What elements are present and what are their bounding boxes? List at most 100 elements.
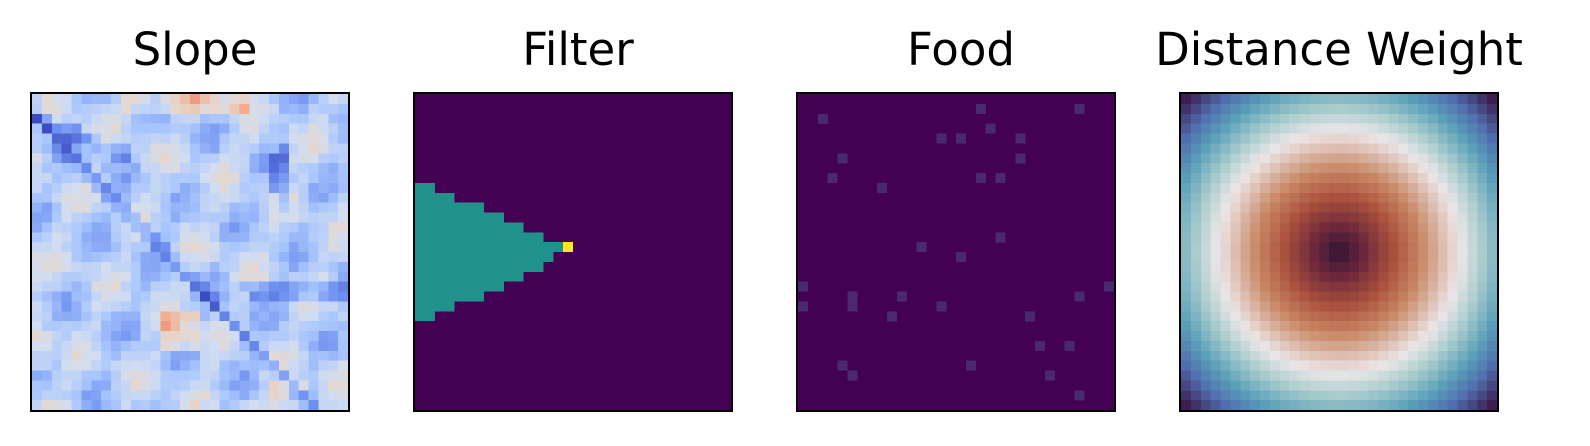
filter-cell bbox=[543, 252, 554, 263]
food-cell bbox=[1084, 340, 1095, 351]
distance-weight-cell bbox=[1279, 94, 1290, 105]
filter-cell bbox=[523, 212, 534, 223]
slope-cell bbox=[71, 400, 82, 410]
slope-cell bbox=[160, 370, 171, 381]
distance-weight-cell bbox=[1190, 163, 1201, 174]
slope-cell bbox=[328, 370, 339, 381]
slope-cell bbox=[269, 360, 280, 371]
distance-weight-cell bbox=[1358, 103, 1369, 114]
filter-cell bbox=[533, 301, 544, 312]
slope-cell bbox=[41, 380, 52, 391]
filter-cell bbox=[434, 242, 445, 253]
distance-weight-cell bbox=[1427, 360, 1438, 371]
food-cell bbox=[946, 271, 957, 282]
distance-weight-cell bbox=[1358, 133, 1369, 144]
filter-cell bbox=[434, 281, 445, 292]
filter-cell bbox=[533, 192, 544, 203]
distance-weight-cell bbox=[1250, 133, 1261, 144]
distance-weight-cell bbox=[1437, 301, 1448, 312]
slope-cell bbox=[71, 311, 82, 322]
slope-cell bbox=[308, 103, 319, 114]
slope-cell bbox=[308, 380, 319, 391]
filter-cell bbox=[691, 380, 702, 391]
distance-weight-cell bbox=[1200, 370, 1211, 381]
filter-cell bbox=[573, 390, 584, 401]
distance-weight-cell bbox=[1230, 271, 1241, 282]
slope-cell bbox=[32, 222, 43, 233]
slope-cell bbox=[61, 212, 72, 223]
slope-cell bbox=[41, 123, 52, 134]
filter-cell bbox=[602, 173, 613, 184]
slope-cell bbox=[51, 153, 62, 164]
slope-cell bbox=[61, 380, 72, 391]
food-cell bbox=[847, 192, 858, 203]
slope-cell bbox=[51, 261, 62, 272]
distance-weight-cell bbox=[1200, 390, 1211, 401]
slope-cell bbox=[51, 133, 62, 144]
food-cell bbox=[936, 281, 947, 292]
food-cell bbox=[1054, 133, 1065, 144]
slope-cell bbox=[199, 94, 210, 105]
slope-cell bbox=[338, 133, 348, 144]
food-cell bbox=[807, 301, 818, 312]
slope-cell bbox=[61, 123, 72, 134]
food-cell bbox=[1044, 350, 1055, 361]
food-cell bbox=[867, 252, 878, 263]
food-cell bbox=[1035, 252, 1046, 263]
food-cell bbox=[877, 311, 888, 322]
slope-cell bbox=[41, 173, 52, 184]
filter-cell bbox=[424, 331, 435, 342]
slope-cell bbox=[180, 232, 191, 243]
food-cell bbox=[1064, 400, 1075, 410]
slope-cell bbox=[140, 350, 151, 361]
distance-weight-cell bbox=[1210, 123, 1221, 134]
food-cell bbox=[1064, 281, 1075, 292]
distance-weight-cell bbox=[1309, 370, 1320, 381]
distance-weight-cell bbox=[1240, 252, 1251, 263]
distance-weight-cell bbox=[1190, 301, 1201, 312]
food-cell bbox=[1104, 370, 1114, 381]
distance-weight-cell bbox=[1477, 163, 1488, 174]
distance-weight-cell bbox=[1437, 331, 1448, 342]
slope-cell bbox=[41, 370, 52, 381]
slope-cell bbox=[111, 370, 122, 381]
filter-cell bbox=[582, 331, 593, 342]
filter-cell bbox=[632, 143, 643, 154]
filter-cell bbox=[573, 360, 584, 371]
food-cell bbox=[936, 103, 947, 114]
food-cell bbox=[1015, 242, 1026, 253]
filter-cell bbox=[474, 261, 485, 272]
slope-cell bbox=[249, 173, 260, 184]
food-cell bbox=[1094, 173, 1105, 184]
filter-cell bbox=[513, 271, 524, 282]
food-cell bbox=[1035, 94, 1046, 105]
filter-cell bbox=[671, 113, 682, 124]
food-cell bbox=[1015, 390, 1026, 401]
distance-weight-cell bbox=[1269, 113, 1280, 124]
food-cell bbox=[857, 390, 868, 401]
distance-weight-cell bbox=[1398, 271, 1409, 282]
filter-cell bbox=[464, 390, 475, 401]
filter-cell bbox=[474, 222, 485, 233]
distance-weight-cell bbox=[1260, 380, 1271, 391]
filter-cell bbox=[573, 400, 584, 410]
distance-weight-cell bbox=[1339, 281, 1350, 292]
distance-weight-cell bbox=[1408, 103, 1419, 114]
food-cell bbox=[1035, 390, 1046, 401]
slope-cell bbox=[298, 281, 309, 292]
slope-cell bbox=[209, 252, 220, 263]
slope-cell bbox=[32, 291, 43, 302]
filter-cell bbox=[642, 281, 653, 292]
distance-weight-cell bbox=[1240, 222, 1251, 233]
distance-weight-cell bbox=[1487, 340, 1497, 351]
slope-cell bbox=[199, 212, 210, 223]
food-cell bbox=[1074, 94, 1085, 105]
filter-cell bbox=[681, 123, 692, 134]
distance-weight-cell bbox=[1250, 281, 1261, 292]
filter-cell bbox=[711, 192, 722, 203]
slope-cell bbox=[190, 232, 201, 243]
slope-cell bbox=[41, 153, 52, 164]
food-cell bbox=[827, 340, 838, 351]
slope-cell bbox=[140, 222, 151, 233]
food-cell bbox=[1025, 380, 1036, 391]
